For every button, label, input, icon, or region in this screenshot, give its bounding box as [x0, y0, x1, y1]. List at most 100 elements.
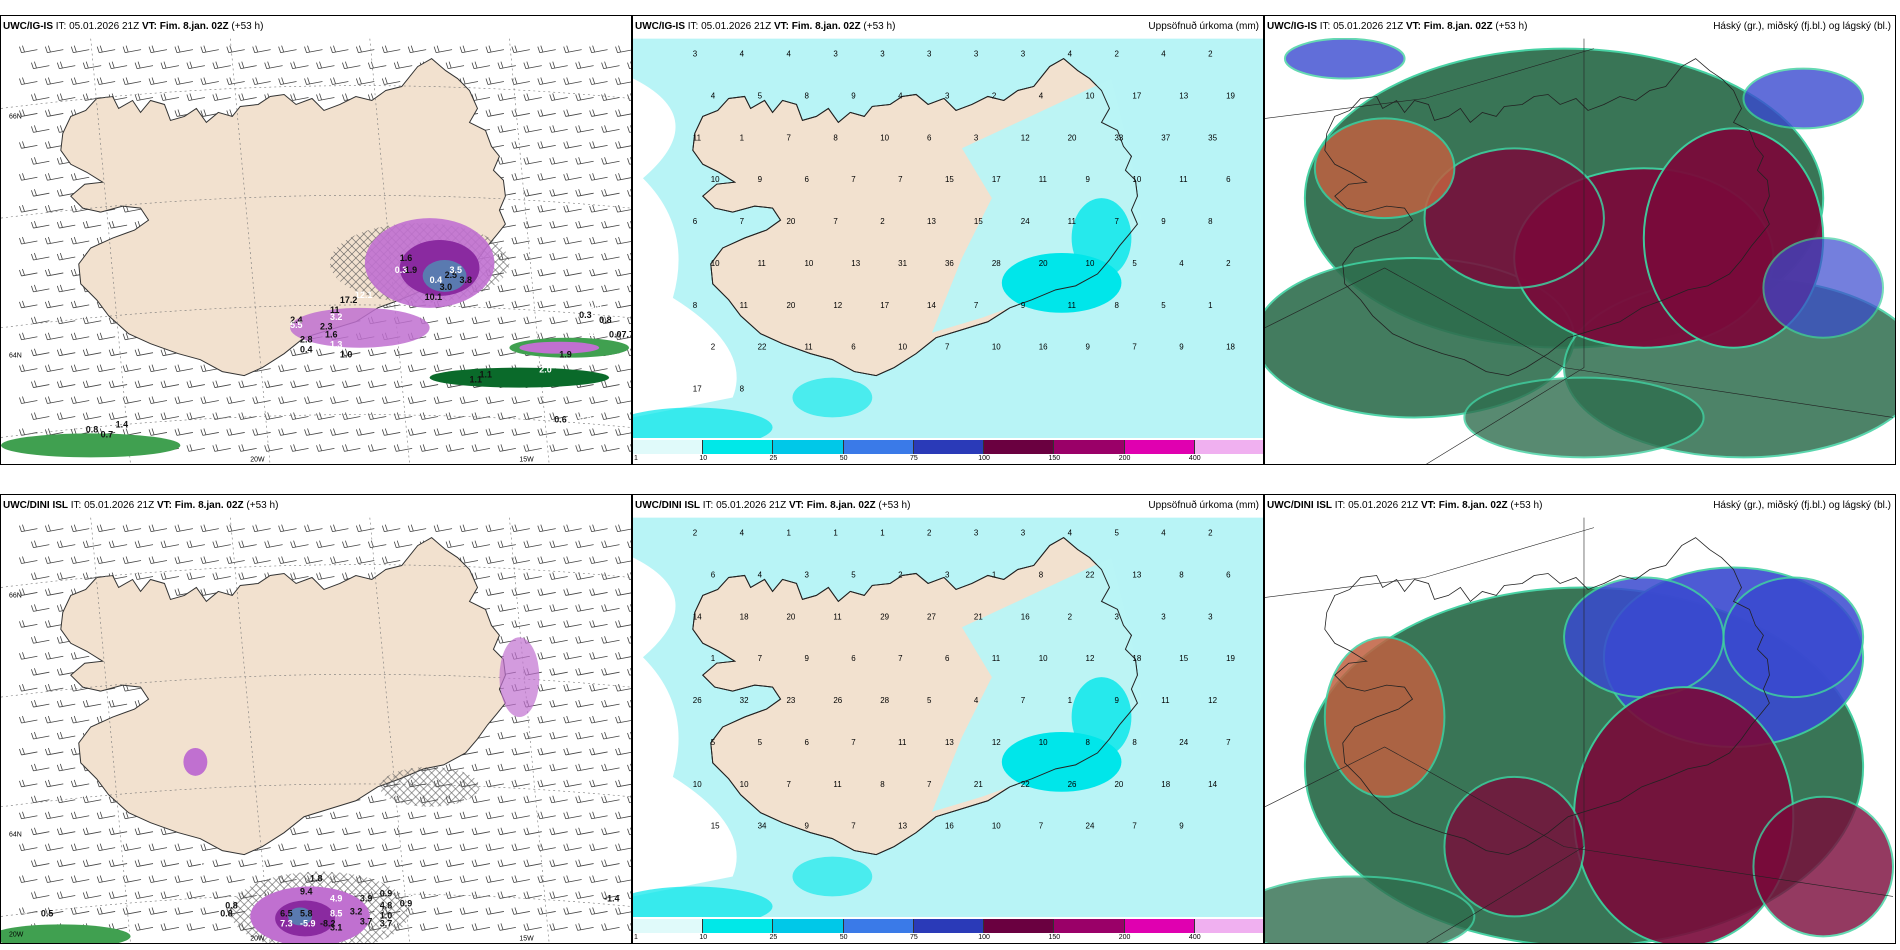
wind-barb: [589, 747, 608, 756]
wind-barb: [407, 875, 427, 883]
wind-barb: [589, 684, 608, 692]
wind-barb: [549, 859, 568, 867]
wind-barb: [575, 604, 594, 612]
precip-blob: [499, 637, 540, 718]
wind-barb: [485, 524, 504, 533]
precip-value: 20: [1114, 780, 1123, 789]
wind-barb: [627, 444, 631, 452]
wind-barb: [575, 795, 594, 804]
precip-band: [519, 341, 600, 354]
precip-value: 1: [1208, 301, 1213, 310]
wind-barb: [96, 524, 116, 533]
wind-barb: [589, 907, 608, 915]
wind-barb: [497, 795, 516, 804]
wind-barb: [70, 524, 90, 533]
precip-value: 13: [1132, 570, 1141, 579]
axis-labels: 20W 15W 66N 64N 20W: [9, 592, 534, 942]
value-label: 4.9: [589, 330, 601, 340]
wind-barb: [238, 93, 257, 101]
dry-area: [633, 78, 737, 418]
wind-barb: [627, 252, 631, 261]
wind-barb: [264, 61, 283, 69]
wind-barb: [575, 572, 594, 580]
wind-barb: [459, 396, 479, 404]
wind-barb: [200, 77, 219, 85]
wind-barb: [589, 556, 608, 564]
wind-barb: [381, 77, 401, 85]
precip-value: 8: [1208, 217, 1213, 226]
precip-value: 1: [880, 529, 885, 538]
wind-barb: [44, 907, 64, 915]
longitude-line: [369, 38, 410, 464]
wind-barb: [511, 875, 530, 883]
wind-barb: [367, 444, 387, 452]
wind-barb: [19, 652, 38, 660]
wind-barb: [627, 157, 631, 165]
wind-barb: [70, 396, 90, 404]
wind-barb: [537, 811, 556, 820]
wind-barb: [615, 332, 631, 341]
precip-value: 3: [1021, 529, 1026, 538]
wind-barb: [549, 220, 568, 229]
precip-value: 10: [992, 822, 1001, 831]
wind-barb: [19, 875, 38, 883]
wind-barb: [342, 444, 361, 452]
precip-value: 2: [1114, 50, 1119, 59]
wind-barb: [471, 572, 491, 580]
precip-value: 18: [1226, 343, 1235, 352]
wind-barb: [44, 396, 64, 404]
wind-barb: [445, 923, 465, 931]
value-label: 1.0: [380, 910, 392, 920]
wind-barb: [627, 220, 631, 229]
wind-barb: [56, 572, 76, 580]
wind-barb: [70, 300, 90, 309]
wind-barb: [186, 61, 205, 69]
wind-barb: [497, 157, 516, 165]
precip-value: 3: [927, 50, 932, 59]
wind-barb: [56, 189, 76, 197]
precip-value: 8: [740, 385, 745, 394]
wind-barb: [615, 173, 631, 181]
wind-barb: [563, 524, 582, 533]
wind-barb: [252, 524, 271, 533]
precip-band: [1, 924, 131, 943]
colorbar-swatch: [1054, 440, 1125, 454]
wind-barb: [290, 412, 309, 420]
value-label: 4.8: [380, 900, 392, 910]
model-name: UWC/DINI ISL: [3, 500, 68, 511]
precip-core: [422, 259, 467, 292]
precip-value: 7: [851, 738, 856, 747]
colorbar-tick: 200: [1118, 455, 1131, 462]
wind-barb: [304, 77, 323, 85]
wind-barb: [511, 173, 530, 181]
colorbar-swatch: [633, 919, 704, 933]
panel-header: UWC/DINI ISL IT: 05.01.2026 21Z VT: Fim.…: [1265, 495, 1895, 517]
wind-barb: [627, 284, 631, 293]
wind-barb: [278, 396, 297, 404]
wind-barb: [342, 348, 361, 357]
wind-barb: [511, 907, 530, 915]
wind-barb: [485, 779, 504, 788]
precip-value: 31: [898, 259, 907, 268]
precip-value: 19: [1226, 91, 1235, 100]
wind-barb: [497, 444, 516, 452]
wind-barb: [19, 396, 38, 404]
wind-barb: [471, 891, 491, 899]
wind-barb: [575, 668, 594, 676]
wind-barb: [589, 588, 608, 596]
precip-value: 20: [1068, 133, 1077, 142]
wind-barb: [19, 364, 38, 373]
wind-barb: [122, 45, 142, 54]
precip-value: 7: [740, 217, 745, 226]
wind-barb: [407, 843, 427, 852]
wind-barb: [82, 220, 102, 229]
wind-barb: [497, 923, 516, 931]
panel-header: UWC/IG-IS IT: 05.01.2026 21Z VT: Fim. 8.…: [1265, 16, 1895, 38]
wind-barb: [19, 843, 38, 852]
value-label: 0.4: [430, 275, 442, 285]
boundary-lines: [1265, 517, 1894, 943]
wind-barb: [393, 380, 413, 388]
precip-value: 18: [1132, 654, 1141, 663]
wind-barb: [601, 763, 620, 772]
wind-barb: [134, 827, 154, 836]
